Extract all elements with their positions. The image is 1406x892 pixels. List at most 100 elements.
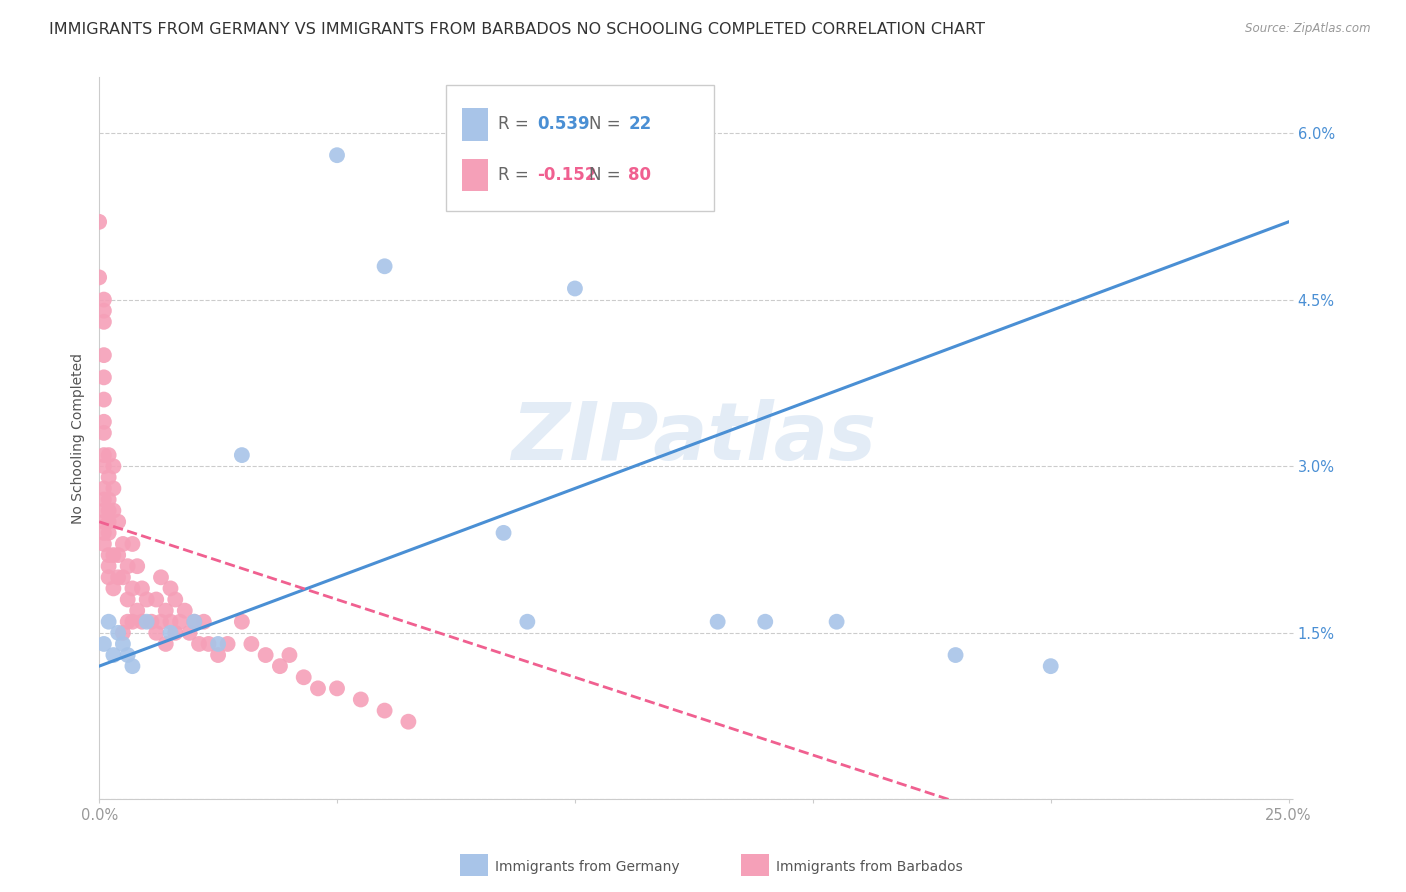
Text: ZIPatlas: ZIPatlas [512, 400, 876, 477]
Point [149, 570, 172, 584]
Point [103, 548, 125, 562]
Y-axis label: No Schooling Completed: No Schooling Completed [72, 353, 86, 524]
Point [217, 637, 239, 651]
Point [93, 492, 115, 507]
Text: 0.539: 0.539 [537, 115, 589, 134]
Point [107, 625, 129, 640]
Point [825, 615, 848, 629]
Point [111, 537, 134, 551]
Point [149, 615, 172, 629]
Point [97, 448, 120, 462]
Point [97, 615, 120, 629]
Point [278, 648, 301, 662]
Point [197, 637, 219, 651]
Point [207, 648, 229, 662]
Point [117, 592, 139, 607]
Text: Source: ZipAtlas.com: Source: ZipAtlas.com [1246, 22, 1371, 36]
Point [159, 582, 181, 596]
Point [188, 637, 211, 651]
Point [564, 281, 586, 295]
Point [1039, 659, 1062, 673]
Point [193, 615, 215, 629]
Point [207, 637, 229, 651]
Text: Immigrants from Barbados: Immigrants from Barbados [776, 860, 963, 874]
Point [93, 415, 115, 429]
Point [254, 648, 277, 662]
Point [135, 592, 157, 607]
Text: 22: 22 [628, 115, 652, 134]
Point [145, 625, 167, 640]
Point [183, 615, 205, 629]
Point [292, 670, 315, 684]
Point [97, 525, 120, 540]
Point [89, 215, 111, 229]
Point [93, 425, 115, 440]
Point [173, 604, 195, 618]
Point [754, 615, 776, 629]
Point [117, 559, 139, 574]
Point [93, 392, 115, 407]
Point [117, 615, 139, 629]
Point [107, 515, 129, 529]
Point [374, 260, 396, 274]
Point [97, 559, 120, 574]
Text: 80: 80 [628, 166, 651, 184]
Point [121, 659, 143, 673]
Point [93, 459, 115, 474]
Text: Immigrants from Germany: Immigrants from Germany [495, 860, 679, 874]
Point [97, 503, 120, 517]
Point [179, 625, 201, 640]
Point [93, 482, 115, 496]
Point [121, 582, 143, 596]
Point [93, 448, 115, 462]
FancyBboxPatch shape [463, 108, 488, 141]
Point [121, 615, 143, 629]
Point [103, 503, 125, 517]
Point [945, 648, 967, 662]
Point [396, 714, 419, 729]
Text: N =: N = [589, 166, 626, 184]
Point [93, 315, 115, 329]
Point [183, 615, 205, 629]
Point [169, 615, 191, 629]
Point [107, 548, 129, 562]
Point [93, 537, 115, 551]
Point [141, 615, 163, 629]
Point [93, 303, 115, 318]
Point [326, 681, 349, 696]
Point [155, 637, 177, 651]
Point [231, 615, 253, 629]
Point [145, 592, 167, 607]
Point [93, 503, 115, 517]
Point [155, 604, 177, 618]
Point [165, 592, 187, 607]
Point [111, 570, 134, 584]
Point [127, 559, 149, 574]
Point [97, 515, 120, 529]
Point [93, 515, 115, 529]
Point [97, 570, 120, 584]
Point [307, 681, 329, 696]
Point [103, 482, 125, 496]
Point [93, 370, 115, 384]
Point [97, 470, 120, 484]
Text: -0.152: -0.152 [537, 166, 596, 184]
Point [107, 570, 129, 584]
Text: R =: R = [498, 166, 534, 184]
Point [121, 537, 143, 551]
Point [103, 648, 125, 662]
Text: IMMIGRANTS FROM GERMANY VS IMMIGRANTS FROM BARBADOS NO SCHOOLING COMPLETED CORRE: IMMIGRANTS FROM GERMANY VS IMMIGRANTS FR… [49, 22, 986, 37]
FancyBboxPatch shape [447, 85, 714, 211]
Point [97, 548, 120, 562]
Point [93, 637, 115, 651]
Point [117, 648, 139, 662]
Text: R =: R = [498, 115, 534, 134]
Point [350, 692, 373, 706]
Point [89, 270, 111, 285]
Point [159, 625, 181, 640]
Point [240, 637, 263, 651]
Point [706, 615, 728, 629]
Point [103, 459, 125, 474]
Point [131, 615, 153, 629]
Point [93, 348, 115, 362]
